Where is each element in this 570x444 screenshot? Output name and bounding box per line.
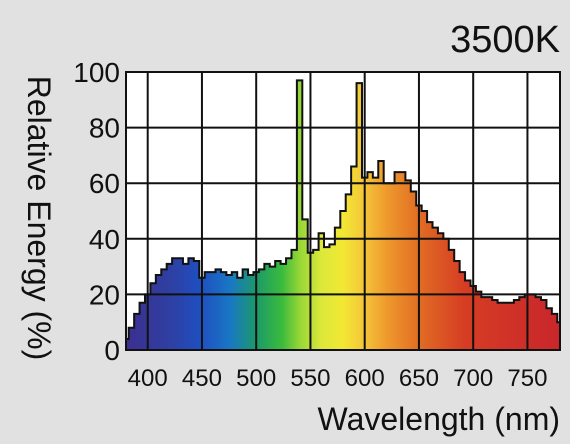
x-tick-label: 600 [345, 365, 385, 392]
x-tick-label: 400 [128, 365, 168, 392]
y-tick-label: 60 [89, 168, 120, 199]
tick-labels: 400 450 500 550 600 650 700 750 0 20 40 60 80 100 [73, 57, 547, 392]
y-tick-label: 80 [89, 113, 120, 144]
x-tick-label: 750 [507, 365, 547, 392]
x-tick-label: 450 [182, 365, 222, 392]
x-axis-label: Wavelength (nm) [318, 401, 560, 437]
x-tick-label: 500 [236, 365, 276, 392]
chart-title: 3500K [450, 19, 560, 61]
y-tick-label: 40 [89, 224, 120, 255]
y-tick-label: 100 [73, 57, 120, 88]
x-tick-label: 550 [290, 365, 330, 392]
x-tick-label: 650 [399, 365, 439, 392]
spectrum-outline [126, 79, 560, 340]
y-tick-label: 0 [104, 335, 120, 366]
spectrum-area [126, 80, 560, 350]
plot-frame [125, 71, 561, 351]
x-tick-label: 700 [453, 365, 493, 392]
y-axis-label: Relative Energy (%) [21, 76, 57, 361]
y-tick-label: 20 [89, 279, 120, 310]
